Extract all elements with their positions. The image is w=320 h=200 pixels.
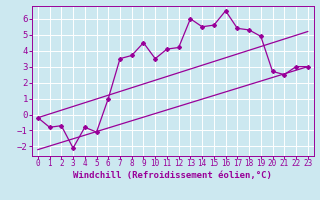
X-axis label: Windchill (Refroidissement éolien,°C): Windchill (Refroidissement éolien,°C) [73, 171, 272, 180]
